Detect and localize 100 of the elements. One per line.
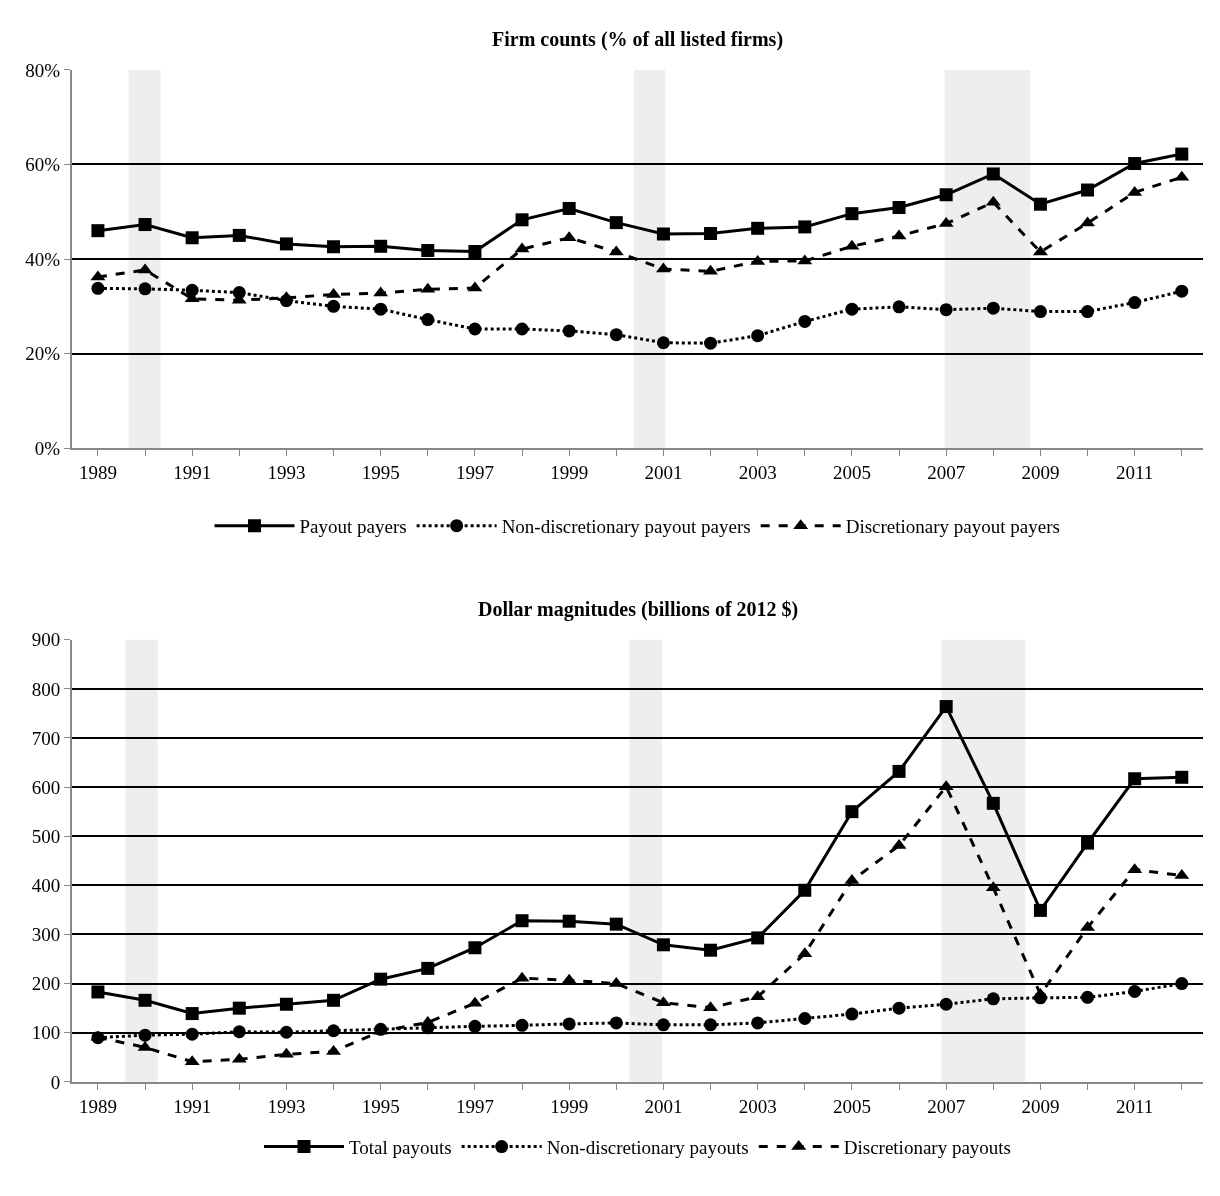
y-tick-label: 0% — [34, 437, 61, 459]
point — [327, 240, 341, 254]
point — [1033, 197, 1047, 211]
point — [327, 993, 341, 1007]
point — [1128, 984, 1142, 998]
point — [798, 220, 812, 234]
point — [1128, 772, 1142, 786]
y-tick-label: 500 — [31, 825, 61, 847]
point — [892, 201, 906, 215]
x-tick-label: 2003 — [738, 1095, 777, 1117]
point — [232, 1001, 246, 1015]
x-tick-label: 1997 — [455, 461, 494, 483]
point — [138, 282, 152, 296]
point — [1081, 836, 1095, 850]
y-tick-label: 60% — [25, 154, 61, 176]
point — [327, 1024, 341, 1038]
point — [1033, 305, 1047, 319]
point — [515, 213, 529, 227]
point — [1128, 157, 1142, 171]
y-tick-label: 300 — [31, 924, 61, 946]
point — [892, 764, 906, 778]
point — [845, 805, 859, 819]
point — [562, 324, 576, 338]
y-tick-label: 700 — [31, 727, 61, 749]
point — [1081, 305, 1095, 319]
chart-title: Dollar magnitudes (billions of 2012 $) — [478, 598, 799, 621]
point — [562, 1017, 576, 1031]
point — [138, 993, 152, 1007]
y-tick-label: 900 — [31, 629, 61, 651]
legend-label: Non-discretionary payout payers — [501, 516, 751, 538]
point — [986, 796, 1000, 810]
point — [468, 941, 482, 955]
point — [704, 1018, 718, 1032]
point — [986, 301, 1000, 315]
point — [421, 313, 435, 327]
point — [939, 997, 953, 1011]
x-tick-label: 2005 — [832, 1095, 871, 1117]
legend-label: Non-discretionary payouts — [546, 1136, 749, 1158]
x-tick-label: 2011 — [1116, 461, 1154, 483]
point — [1081, 990, 1095, 1004]
y-tick-label: 200 — [31, 973, 61, 995]
point — [845, 207, 859, 221]
point — [892, 300, 906, 314]
y-tick-label: 40% — [25, 248, 61, 270]
x-tick-label: 1989 — [78, 1095, 117, 1117]
point — [468, 1019, 482, 1033]
point — [845, 1007, 859, 1021]
point — [468, 244, 482, 258]
point — [751, 1016, 765, 1030]
point — [609, 328, 623, 342]
point — [656, 938, 670, 952]
point — [798, 314, 812, 328]
point — [1175, 977, 1189, 991]
y-tick-label: 0 — [50, 1071, 61, 1093]
point — [704, 943, 718, 957]
legend-label: Total payouts — [349, 1136, 452, 1158]
point — [91, 224, 105, 238]
point — [562, 201, 576, 215]
x-tick-label: 1995 — [361, 461, 400, 483]
point — [939, 303, 953, 317]
point — [91, 281, 105, 295]
point — [986, 992, 1000, 1006]
x-tick-label: 2005 — [832, 461, 871, 483]
point — [1175, 147, 1189, 161]
point — [374, 972, 388, 986]
point — [986, 167, 1000, 181]
y-tick-label: 100 — [31, 1022, 61, 1044]
point — [374, 239, 388, 253]
point — [279, 1025, 293, 1039]
x-tick-label: 1995 — [361, 1095, 400, 1117]
x-tick-label: 2011 — [1116, 1095, 1154, 1117]
point — [1128, 296, 1142, 310]
point — [939, 700, 953, 714]
point — [138, 1028, 152, 1042]
x-tick-label: 1999 — [550, 1095, 589, 1117]
y-tick-label: 600 — [31, 776, 61, 798]
chart-title: Firm counts (% of all listed firms) — [492, 28, 784, 51]
point — [939, 188, 953, 202]
point — [609, 1016, 623, 1030]
point — [1033, 903, 1047, 917]
point — [845, 302, 859, 316]
x-tick-label: 2001 — [644, 1095, 683, 1117]
point — [609, 917, 623, 931]
point — [1175, 770, 1189, 784]
legend-label: Payout payers — [299, 516, 407, 538]
point — [468, 322, 482, 336]
point — [704, 227, 718, 241]
point — [704, 336, 718, 350]
point — [232, 228, 246, 242]
point — [374, 302, 388, 316]
point — [656, 1018, 670, 1032]
point — [798, 883, 812, 897]
point — [751, 931, 765, 945]
y-tick-label: 400 — [31, 875, 61, 897]
point — [185, 1007, 199, 1021]
point — [91, 985, 105, 999]
x-tick-label: 1997 — [455, 1095, 494, 1117]
x-tick-label: 1993 — [267, 461, 306, 483]
point — [751, 221, 765, 235]
point — [515, 1018, 529, 1032]
